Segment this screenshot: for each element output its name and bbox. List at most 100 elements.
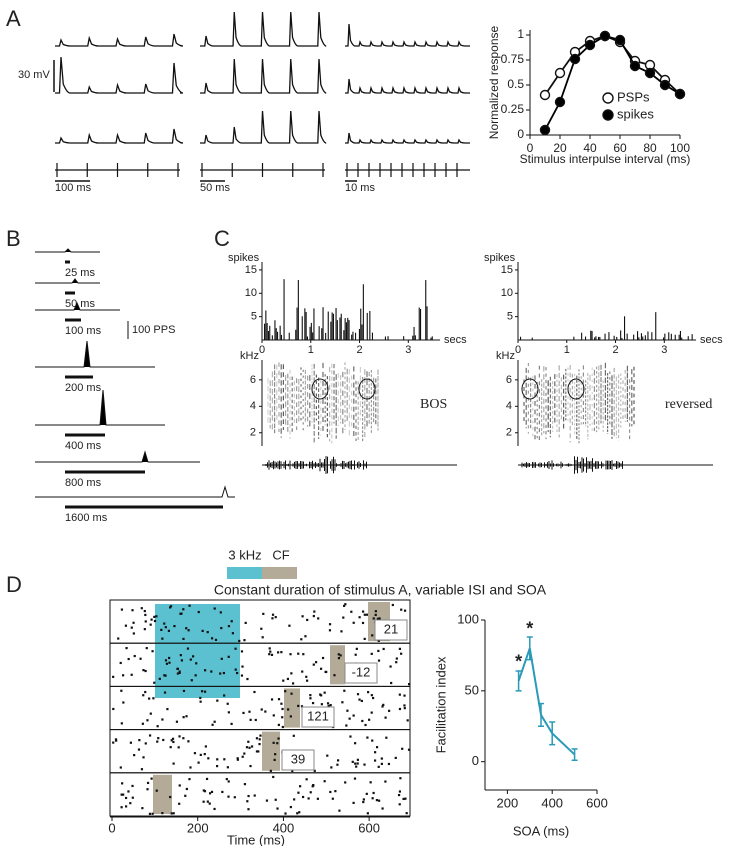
spike-dot [286, 677, 290, 681]
marker [599, 30, 611, 42]
spike-dot [398, 790, 402, 793]
spike-dot [277, 723, 280, 727]
spike-dot [336, 759, 340, 762]
spike-dot [142, 694, 145, 697]
spike-dot [153, 615, 156, 618]
spike-dot [363, 763, 366, 766]
spike-dot [227, 655, 230, 658]
spike-dot [354, 762, 357, 765]
y-tick-label: 1 [517, 27, 524, 41]
freq-label: kHz [496, 350, 515, 362]
spike-dot [290, 672, 293, 675]
cf-block [262, 731, 280, 771]
spike-dot [284, 690, 287, 693]
spike-dot [358, 616, 361, 619]
spike-dot [146, 781, 150, 785]
freq-tick-label: 2 [506, 427, 512, 439]
spike-dot [329, 703, 332, 707]
spike-dot [325, 670, 328, 674]
spike-dot [184, 794, 187, 797]
spike-dot [259, 734, 262, 737]
spike-dot [306, 679, 309, 682]
spike-dot [178, 802, 181, 805]
spike-dot [166, 707, 169, 711]
spike-dot [202, 800, 205, 803]
spike-dot [180, 612, 183, 615]
spike-dot [312, 663, 315, 666]
spike-dot [362, 610, 365, 613]
spike-dot [398, 693, 401, 696]
spike-dot [169, 606, 172, 609]
histogram-bar [678, 334, 680, 340]
trial-label: 121 [307, 708, 329, 723]
spike-dot [356, 693, 360, 696]
spike-dot [346, 709, 349, 712]
spike-dot [403, 707, 406, 710]
spike-dot [202, 789, 205, 792]
y-tick-label: 50 [465, 682, 479, 697]
spike-dot [307, 797, 310, 800]
histogram-bar [384, 336, 386, 340]
spike-dot [208, 792, 212, 795]
spike-dot [385, 736, 388, 739]
spike-dot [233, 796, 236, 799]
spike-dot [265, 799, 269, 802]
x-tick-label: 1 [564, 344, 570, 356]
spike-dot [276, 807, 279, 810]
spike-dot [227, 624, 231, 628]
y-tick-label: 15 [501, 264, 513, 276]
spike-dot [261, 636, 264, 639]
spike-dot [369, 781, 372, 784]
histogram-bar [271, 335, 273, 340]
marker [539, 89, 551, 101]
histogram-bar [591, 331, 593, 340]
spike-dot [163, 622, 166, 625]
histogram-bar [412, 335, 414, 340]
spike-dot [143, 609, 146, 613]
spike-dot [378, 617, 381, 620]
spike-dot [197, 610, 200, 614]
spike-dot [137, 748, 141, 751]
histogram-bar [620, 330, 622, 340]
spike-dot [305, 778, 308, 781]
spike-dot [144, 613, 147, 617]
spike-dot [172, 740, 175, 744]
spike-dot [407, 683, 411, 686]
spike-dot [149, 623, 152, 626]
spike-dot [156, 740, 159, 743]
spike-dot [143, 628, 146, 631]
spike-dot [302, 653, 305, 656]
y-tick-label: 0.25 [501, 102, 525, 116]
spike-dot [371, 797, 374, 800]
spike-dot [211, 723, 214, 726]
histogram-bar [310, 322, 312, 340]
spike-dot [372, 696, 375, 700]
marker [614, 34, 626, 46]
histogram-bar [647, 331, 649, 340]
spike-dot [182, 689, 186, 693]
spike-dot [244, 621, 247, 625]
spike-dot [144, 742, 147, 745]
histogram-bar [594, 337, 596, 340]
marker [539, 124, 551, 136]
spike-dot [247, 808, 250, 811]
spike-dot [377, 765, 380, 768]
spike-dot [236, 758, 239, 761]
spike-dot [185, 787, 188, 791]
spike-dot [199, 700, 202, 703]
spike-dot [186, 647, 190, 650]
histogram-bar [663, 337, 665, 340]
spike-dot [362, 800, 365, 804]
spike-dot [220, 657, 223, 660]
histogram-bar [275, 328, 277, 340]
spike-dot [374, 751, 377, 754]
spike-dot [213, 807, 216, 811]
duration-label: 50 ms [65, 298, 95, 310]
duration-label: 1600 ms [65, 512, 108, 524]
spike-dot [305, 675, 308, 678]
spike-dot [352, 801, 355, 804]
spike-dot [364, 723, 367, 727]
histogram-bar [348, 320, 350, 340]
spike-dot [260, 708, 263, 711]
